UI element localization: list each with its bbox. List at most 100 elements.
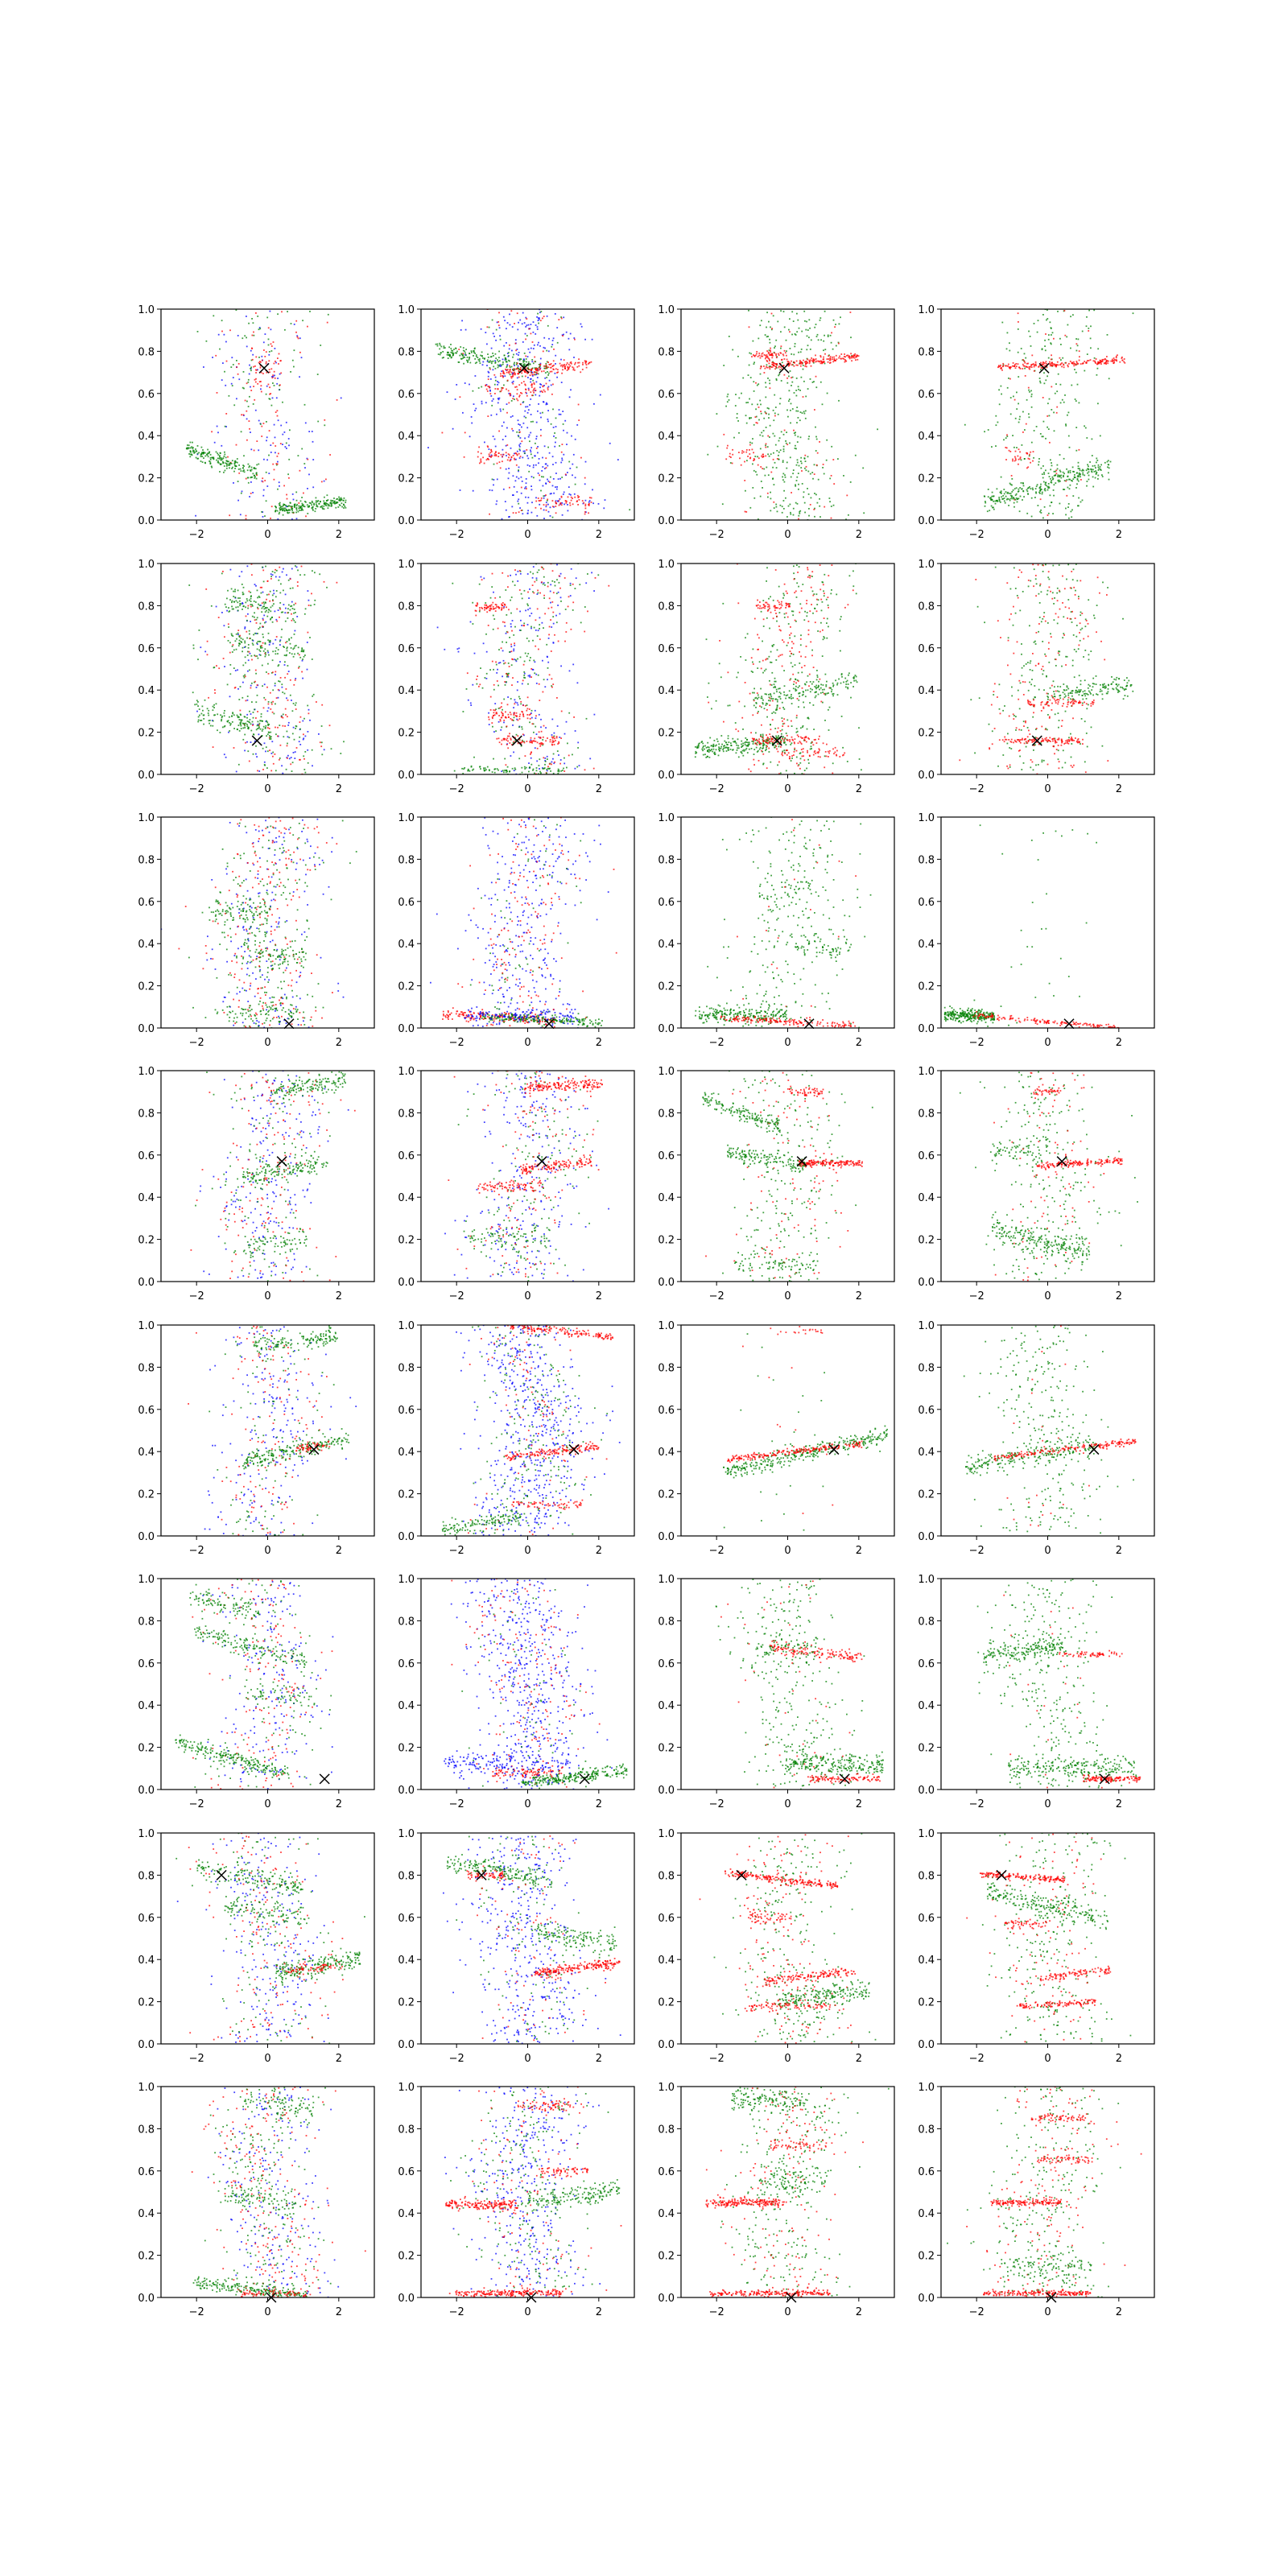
red-point: [543, 504, 545, 506]
green-point: [848, 514, 849, 516]
red-point: [307, 325, 308, 328]
green-point: [532, 723, 535, 725]
green-point: [1097, 469, 1100, 471]
red-point: [533, 371, 535, 374]
red-point: [1026, 452, 1027, 454]
red-point: [539, 474, 540, 477]
blue-point: [307, 731, 309, 733]
blue-point: [217, 333, 220, 336]
red-point: [833, 483, 836, 485]
green-point: [268, 641, 270, 643]
green-point: [286, 646, 288, 649]
blue-point: [592, 489, 593, 491]
green-point: [495, 328, 497, 331]
red-point: [510, 456, 513, 459]
green-point: [538, 322, 539, 324]
green-point: [270, 404, 273, 407]
red-point: [576, 494, 579, 497]
red-point: [321, 704, 324, 706]
green-point: [502, 363, 504, 365]
green-point: [576, 466, 578, 469]
blue-point: [547, 464, 549, 467]
green-point: [290, 647, 292, 649]
green-point: [1096, 457, 1098, 460]
red-point: [488, 716, 489, 718]
blue-point: [558, 409, 560, 411]
green-point: [254, 632, 256, 634]
green-point: [1096, 460, 1099, 461]
blue-point: [275, 397, 278, 399]
red-point: [834, 360, 836, 361]
x-tick-label: 2: [1116, 529, 1122, 541]
blue-point: [541, 470, 543, 472]
green-point: [1067, 411, 1070, 414]
red-point: [250, 493, 252, 494]
green-point: [265, 606, 266, 609]
green-point: [249, 395, 250, 398]
green-point: [773, 507, 775, 509]
red-point: [730, 456, 732, 458]
green-point: [477, 358, 480, 361]
green-point: [260, 592, 262, 594]
green-point: [299, 500, 302, 502]
green-point: [281, 508, 283, 510]
red-point: [491, 455, 493, 457]
blue-point: [265, 621, 267, 623]
green-point: [241, 642, 243, 643]
green-point: [302, 509, 304, 511]
green-point: [501, 364, 502, 366]
y-tick-label: 0.4: [658, 431, 675, 443]
red-point: [510, 376, 512, 378]
green-point: [826, 439, 828, 441]
green-point: [1051, 476, 1054, 478]
red-point: [246, 410, 248, 412]
green-point: [819, 381, 822, 383]
green-point: [208, 452, 210, 455]
red-point: [1101, 358, 1104, 361]
green-point: [478, 360, 481, 362]
blue-point: [535, 683, 538, 684]
green-point: [256, 655, 258, 657]
green-point: [258, 463, 260, 465]
green-point: [253, 334, 255, 336]
green-point: [809, 378, 811, 380]
green-point: [303, 649, 305, 651]
green-point: [212, 720, 214, 722]
blue-point: [244, 627, 246, 630]
green-point: [524, 652, 526, 654]
green-point: [755, 471, 757, 473]
red-point: [477, 602, 478, 605]
red-point: [269, 393, 270, 395]
red-point: [254, 381, 257, 383]
blue-point: [570, 568, 572, 570]
green-point: [849, 481, 852, 483]
green-point: [1043, 506, 1046, 508]
blue-point: [536, 514, 539, 517]
green-point: [196, 450, 198, 452]
red-point: [567, 605, 569, 608]
blue-point: [547, 503, 549, 506]
blue-point: [552, 642, 555, 644]
red-point: [1105, 363, 1107, 365]
green-point: [727, 393, 729, 395]
green-point: [1058, 479, 1060, 481]
green-point: [1038, 491, 1040, 493]
green-point: [208, 460, 210, 462]
green-point: [760, 481, 762, 482]
red-point: [828, 359, 831, 361]
green-point: [339, 497, 341, 500]
green-point: [1047, 485, 1050, 488]
blue-point: [513, 707, 514, 708]
green-point: [796, 441, 799, 443]
green-point: [219, 463, 221, 465]
red-point: [1038, 365, 1040, 368]
green-point: [1061, 398, 1063, 401]
red-point: [1005, 365, 1008, 367]
green-point: [521, 375, 523, 378]
blue-point: [532, 466, 535, 469]
green-point: [1062, 471, 1064, 473]
green-point: [733, 436, 735, 439]
green-point: [316, 506, 318, 507]
green-point: [515, 733, 518, 736]
green-point: [786, 516, 788, 518]
